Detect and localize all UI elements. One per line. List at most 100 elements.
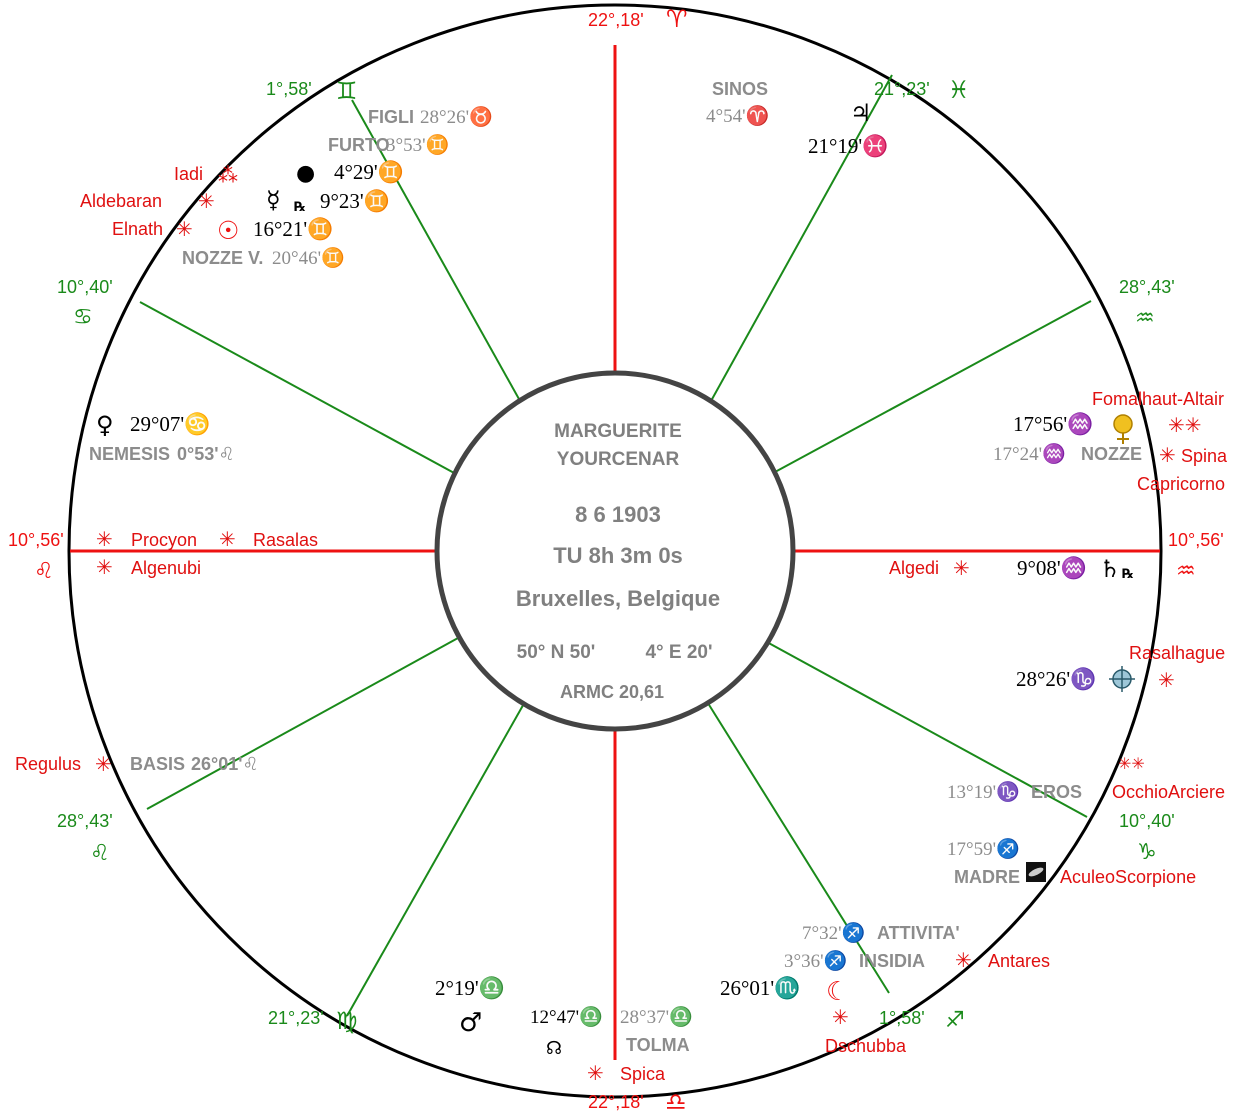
part-insidia-position: 3°36'♐ [784, 949, 847, 972]
part-nozze-name: NOZZE [1081, 444, 1142, 464]
mercury-position: 9°23'♊ [320, 188, 390, 213]
jupiter-position: 21°19'♓ [808, 133, 888, 158]
mercury-icon: ☿ [266, 186, 281, 214]
star-rasalhague-name: Rasalhague [1129, 643, 1225, 663]
star-icon: ✳ [953, 556, 970, 580]
star-icon: ✳ [832, 1005, 849, 1029]
ic-degree: 22°,18' [588, 1092, 644, 1112]
subject-name-2: YOURCENAR [557, 449, 680, 470]
part-basis-name: BASIS [130, 754, 185, 774]
node-icon: ☊ [546, 1038, 562, 1059]
uranus-position: 17°56'♒ [1013, 411, 1093, 436]
star-pair-icon: ✳✳ [1118, 754, 1145, 773]
star-regulus-name: Regulus [15, 754, 81, 774]
virgo-icon: ♍ [336, 1007, 358, 1035]
h3-degree: 1°,58' [879, 1008, 925, 1028]
h11-degree: 21°,23' [874, 79, 930, 99]
node-position: 12°47'♎ [530, 1005, 603, 1028]
sagittarius-icon: ♐ [945, 1008, 965, 1033]
star-spina-name: Spina [1181, 446, 1228, 466]
h12-degree: 28°,43' [1119, 277, 1175, 297]
star-pair-icon: ✳✳ [1168, 413, 1202, 437]
part-nemesis-name: NEMESIS [89, 444, 170, 464]
aries-icon: ♈ [666, 5, 688, 33]
cusp-line-h5 [346, 699, 527, 1017]
part-attivita-position: 7°32'♐ [802, 921, 865, 944]
birth-date: 8 6 1903 [575, 502, 661, 527]
part-nozze-v-name: NOZZE V. [182, 248, 263, 268]
cancer-icon: ♋ [73, 305, 93, 330]
house-cusp-lines [139, 74, 1092, 1017]
uranus-icon [1113, 414, 1133, 444]
birth-time: TU 8h 3m 0s [553, 543, 683, 568]
part-sinos-name: SINOS [712, 79, 768, 99]
star-capricorno-name: Capricorno [1137, 474, 1225, 494]
star-icon: ✳ [198, 189, 215, 213]
star-antares-name: Antares [988, 951, 1050, 971]
part-insidia-name: INSIDIA [859, 951, 925, 971]
part-attivita-name: ATTIVITA' [877, 923, 960, 943]
galaxy-icon [1026, 862, 1046, 882]
mars-icon: ♂ [459, 1008, 482, 1038]
part-tolma-position: 28°37'♎ [620, 1005, 693, 1028]
h2-degree: 10°,40' [1119, 811, 1175, 831]
star-dschubba-name: Dschubba [825, 1036, 907, 1056]
h9-degree: 1°,58' [266, 79, 312, 99]
star-icon: ✳ [1158, 668, 1175, 692]
center-circle [434, 370, 796, 732]
star-aculeoscorpione-name: AculeoScorpione [1060, 867, 1196, 887]
part-eros-position: 13°19'♑ [947, 780, 1020, 803]
star-icon: ✳ [587, 1061, 604, 1085]
star-icon: ✳ [219, 527, 236, 551]
cusp-line-h8 [139, 301, 457, 475]
dsc-degree: 10°,56' [8, 530, 64, 550]
venus-position: 29°07'♋ [130, 411, 210, 436]
star-icon: ✳ [176, 217, 193, 241]
saturn-retro-icon: ℞ [1122, 567, 1134, 582]
venus-icon: ♀ [96, 411, 114, 439]
cusp-line-h11 [705, 74, 893, 411]
aquarius-icon: ♒ [1135, 306, 1155, 331]
cusp-line-h3 [705, 699, 890, 994]
black-moon-icon: ● [296, 161, 315, 186]
part-sinos-position: 4°54'♈ [706, 104, 769, 127]
star-icon: ✳ [96, 555, 113, 579]
star-aldebaran-name: Aldebaran [80, 191, 162, 211]
leo-icon: ♌ [34, 559, 54, 584]
h6-degree: 28°,43' [57, 811, 113, 831]
part-madre-position: 17°59'♐ [947, 837, 1020, 860]
part-nozze-position: 17°24'♒ [993, 442, 1066, 465]
planets: ♃ 21°19'♓ ● 4°29'♊ ☿ ℞ 9°23'♊ ☉ 16°21'♊ … [96, 99, 1135, 1059]
latitude: 50° N 50' [517, 642, 596, 663]
subject-name-1: MARGUERITE [554, 421, 682, 442]
h8-degree: 10°,40' [57, 277, 113, 297]
part-nozze-v-position: 20°46'♊ [272, 246, 345, 269]
aquarius-icon: ♒ [1176, 559, 1196, 584]
star-algenubi-name: Algenubi [131, 558, 201, 578]
star-procyon-name: Procyon [131, 530, 197, 550]
part-figli-position: 28°26'♉ [420, 105, 493, 128]
part-figli-name: FIGLI [368, 107, 414, 127]
star-spica-name: Spica [620, 1064, 666, 1084]
part-madre-name: MADRE [954, 867, 1020, 887]
star-occhioarciere-name: OcchioArciere [1112, 782, 1225, 802]
star-icon: ✳ [1159, 443, 1176, 467]
h5-degree: 21°,23' [268, 1008, 324, 1028]
saturn-icon: ♄ [1099, 555, 1121, 583]
longitude: 4° E 20' [645, 642, 712, 663]
cusp-line-h6 [146, 637, 459, 810]
moon-icon: ☾ [826, 977, 849, 1007]
star-fomalhaut-altair-name: Fomalhaut-Altair [1092, 389, 1224, 409]
cusp-line-h2 [764, 640, 1088, 818]
pisces-icon: ♓ [948, 76, 970, 104]
capricorn-icon: ♑ [1137, 840, 1157, 865]
black-moon-position: 4°29'♊ [334, 159, 404, 184]
cusp-line-h9 [351, 99, 525, 409]
part-nemesis-position: 0°53'♌ [177, 444, 235, 464]
angle-axes [70, 45, 1160, 1060]
star-iadi-name: Iadi [174, 164, 203, 184]
gemini-icon: ♊ [336, 77, 358, 105]
crosshair-position: 28°26'♑ [1016, 666, 1096, 691]
libra-icon: ♎ [665, 1088, 687, 1115]
